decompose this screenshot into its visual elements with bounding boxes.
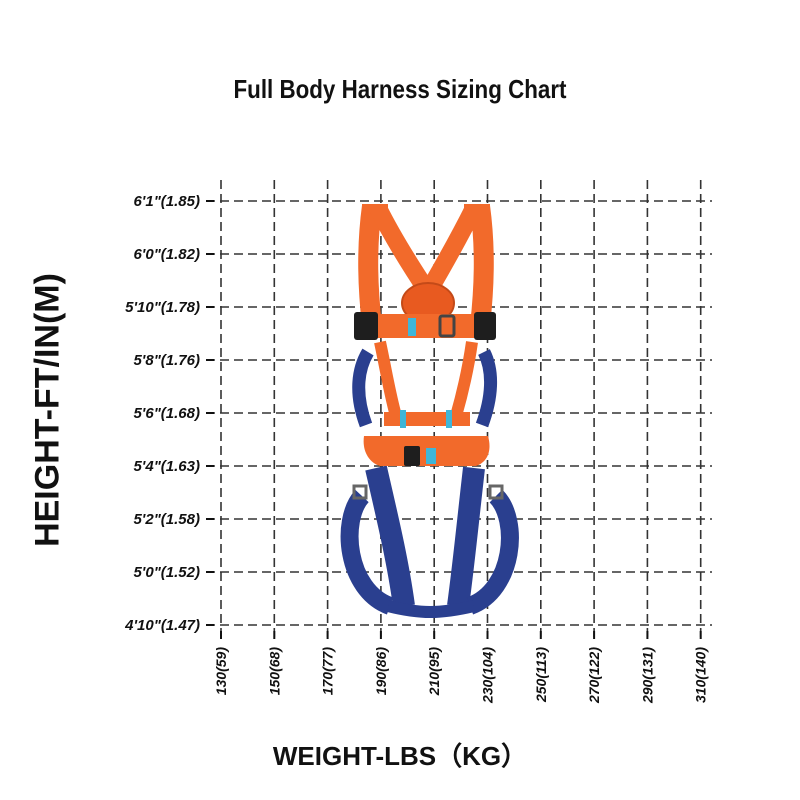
harness-seat-strap <box>386 600 476 618</box>
harness-left-shoulder-strap <box>358 204 382 328</box>
y-tick-labels: 6'1"(1.85) 6'0"(1.82) 5'10"(1.78) 5'8"(1.76… <box>124 193 200 634</box>
harness-right-shoulder-strap <box>470 204 494 328</box>
harness-waist-keeper-left <box>400 410 406 428</box>
harness-chest-strap <box>356 314 496 338</box>
y-tick-label: 5'4"(1.63) <box>133 458 200 475</box>
x-tick-labels: 130(59) 150(68) 170(77) 190(86) 210(95) 230(1… <box>213 647 709 704</box>
x-tick-label: 310(140) <box>693 647 709 703</box>
harness-right-leg-buckle <box>488 484 504 500</box>
harness-right-strap-end <box>464 204 490 212</box>
y-tick-label: 5'10"(1.78) <box>125 299 200 316</box>
harness-left-front-strap <box>374 340 402 418</box>
harness-right-chest-pad <box>474 312 496 340</box>
y-tick-label: 5'6"(1.68) <box>133 405 200 422</box>
harness-upper-waist-strap <box>384 412 470 426</box>
y-tick-label: 6'0"(1.82) <box>133 246 200 263</box>
y-tick-label: 4'10"(1.47) <box>124 617 200 634</box>
x-tick-label: 190(86) <box>373 647 389 696</box>
chart-title: Full Body Harness Sizing Chart <box>233 74 567 104</box>
x-tick-label: 210(95) <box>426 647 442 697</box>
harness-chest-buckle <box>438 314 456 338</box>
harness-waist-buckle <box>404 446 420 466</box>
harness-left-strap-end <box>362 204 388 212</box>
x-tick-label: 250(113) <box>533 647 549 703</box>
harness-belt-keeper <box>426 448 436 464</box>
harness-left-thigh-strap <box>365 465 415 608</box>
grid-lines <box>206 180 712 639</box>
x-tick-label: 130(59) <box>213 647 229 696</box>
y-tick-label: 5'8"(1.76) <box>133 352 200 369</box>
harness-chest-keeper <box>408 318 416 336</box>
harness-illustration <box>340 203 519 618</box>
harness-left-cross-strap <box>369 203 436 297</box>
harness-left-side-strap <box>352 348 374 428</box>
x-axis-label: WEIGHT-LBS（KG） <box>272 741 528 771</box>
harness-waist-keeper-right <box>446 410 452 428</box>
harness-left-leg-loop <box>340 489 394 615</box>
x-tick-label: 230(104) <box>480 647 496 704</box>
harness-right-thigh-strap <box>447 466 485 608</box>
x-tick-label: 270(122) <box>586 647 602 704</box>
y-tick-label: 6'1"(1.85) <box>133 193 200 210</box>
x-tick-label: 150(68) <box>266 647 282 696</box>
y-tick-label: 5'2"(1.58) <box>133 511 200 528</box>
x-tick-label: 290(131) <box>639 647 655 704</box>
harness-right-front-strap <box>450 341 478 418</box>
y-tick-label: 5'0"(1.52) <box>133 564 200 581</box>
harness-right-leg-loop <box>466 489 519 615</box>
harness-right-side-strap <box>475 349 498 428</box>
harness-left-leg-buckle <box>352 484 368 500</box>
harness-left-chest-pad <box>354 312 378 340</box>
x-tick-label: 170(77) <box>320 647 336 696</box>
